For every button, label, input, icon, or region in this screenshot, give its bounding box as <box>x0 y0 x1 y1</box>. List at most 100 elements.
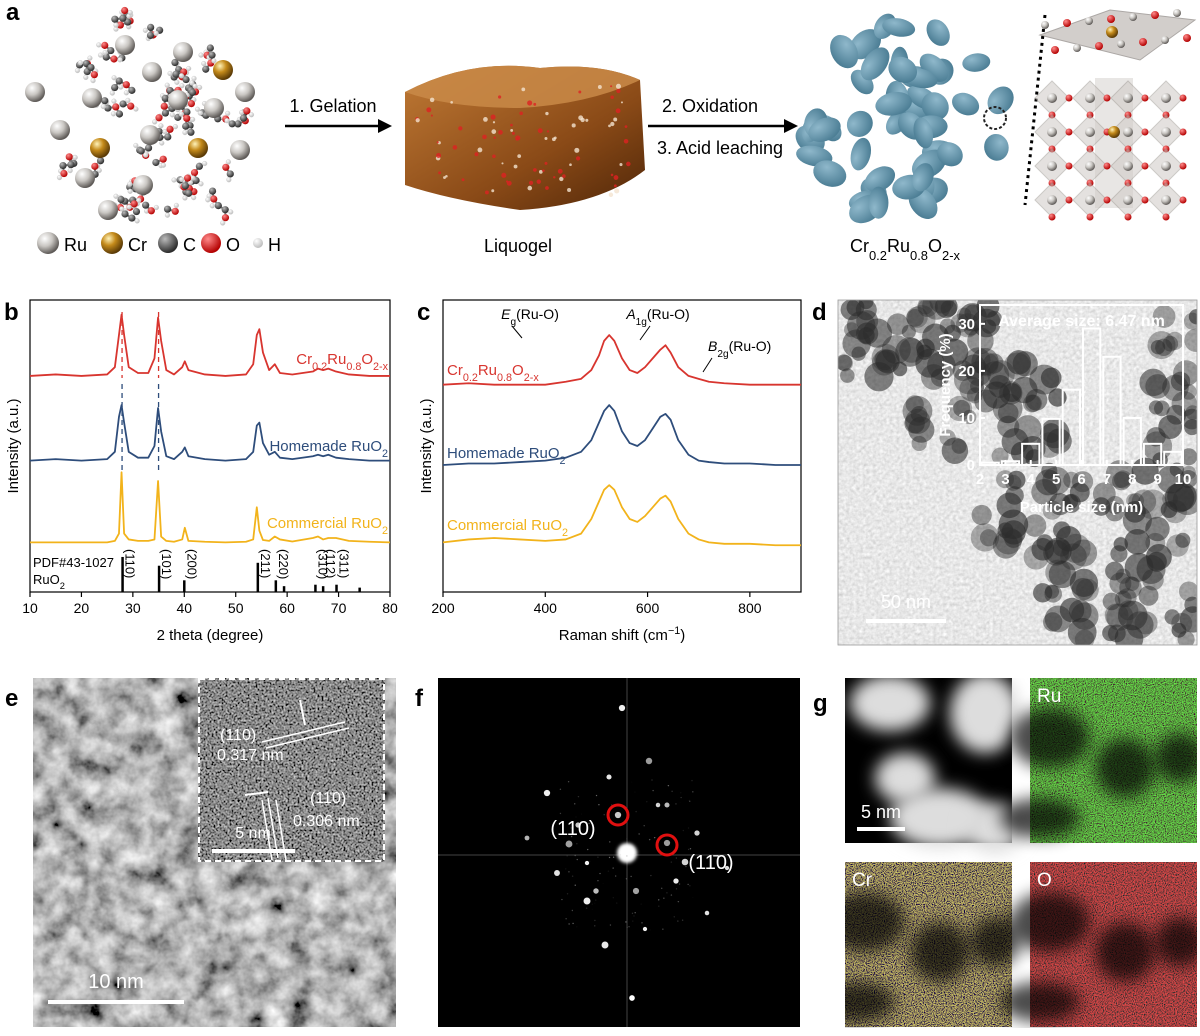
panel-label: g <box>813 690 828 717</box>
atom <box>123 81 130 88</box>
tem-particle <box>1139 586 1159 606</box>
atom <box>83 75 88 80</box>
atom <box>222 164 229 171</box>
atom <box>133 208 140 215</box>
fft-noise <box>613 857 614 858</box>
gel-speck <box>609 193 613 197</box>
fft-noise <box>613 897 614 898</box>
atom <box>110 55 117 62</box>
cr-sphere <box>213 60 233 80</box>
legend-swatch <box>253 238 263 248</box>
atom <box>127 205 132 210</box>
caption: Liquogel <box>484 236 552 256</box>
fft-spot <box>673 878 678 883</box>
crystal-atom <box>1117 40 1125 48</box>
gel-speck <box>616 84 621 89</box>
gel-speck <box>478 148 483 153</box>
fft-noise <box>577 859 578 860</box>
fft-noise <box>586 907 587 908</box>
atom <box>225 111 230 116</box>
tem-particle <box>1076 579 1099 602</box>
atom <box>119 207 124 212</box>
series-label-part: 0.8 <box>497 372 512 384</box>
atom <box>59 162 66 169</box>
atom <box>183 108 190 115</box>
scale-bar-label: 5 nm <box>861 802 901 822</box>
legend-swatch <box>201 233 221 253</box>
fft-noise <box>612 867 613 868</box>
gel-speck <box>512 132 515 135</box>
gel-speck <box>438 171 441 174</box>
gel-speck <box>545 162 548 165</box>
peak-annotation-part: (Ru-O) <box>729 338 772 354</box>
annotation-leader <box>512 326 522 338</box>
series-label-part: 0.8 <box>346 361 361 373</box>
fft-spot <box>643 927 647 931</box>
panel-label: d <box>812 299 827 326</box>
fft-spot <box>544 790 550 796</box>
atom <box>97 157 104 164</box>
atom <box>154 31 159 36</box>
fft-noise <box>640 903 641 904</box>
fft-noise <box>692 791 693 792</box>
fft-spot <box>554 870 560 876</box>
tem-particle <box>1103 593 1121 611</box>
fft-spot <box>525 836 530 841</box>
fft-noise <box>565 868 566 869</box>
fft-noise <box>687 884 688 885</box>
gel-speck <box>598 85 602 89</box>
fft-spot <box>619 705 625 711</box>
tem-particle <box>1145 533 1165 553</box>
fft-noise <box>679 883 680 884</box>
gel-speck <box>514 165 518 169</box>
eds-dark-region <box>1000 982 1080 1022</box>
scale-bar-label: 5 nm <box>235 825 271 842</box>
crystal-atom <box>1123 93 1133 103</box>
atom <box>68 168 73 173</box>
atom <box>199 181 204 186</box>
atom <box>208 52 215 59</box>
atom <box>111 84 118 91</box>
tem-particle <box>903 396 933 426</box>
tem-particle <box>876 349 900 373</box>
gel-speck <box>527 186 532 191</box>
crystal-atom <box>1047 161 1057 171</box>
atom <box>119 15 126 22</box>
crystal-atom <box>1123 161 1133 171</box>
fft-noise <box>685 860 686 861</box>
crystal-atom <box>1073 44 1081 52</box>
fft-noise <box>596 795 597 796</box>
atom <box>193 84 198 89</box>
atom <box>202 161 207 166</box>
fft-noise <box>575 855 576 856</box>
caption-part: 0.8 <box>910 248 928 263</box>
legend-label: O <box>226 235 240 255</box>
atom <box>170 112 175 117</box>
series-label-part: 2 <box>382 525 388 537</box>
x-axis-label-part: Raman shift (cm <box>559 627 668 644</box>
fft-spot <box>646 758 652 764</box>
caption: Cr0.2Ru0.8O2-x <box>850 236 961 263</box>
tem-particle <box>856 322 878 344</box>
atom <box>175 80 180 85</box>
y-axis-label: Intensity (a.u.) <box>5 398 22 493</box>
gel-speck <box>538 128 543 133</box>
series-label-part: 2 <box>382 448 388 460</box>
fft-noise <box>662 928 663 929</box>
series-label-part: 0.2 <box>463 372 478 384</box>
reference-name-part: RuO <box>33 572 60 587</box>
tem-particle <box>906 307 927 328</box>
x-tick-label: 7 <box>1103 471 1111 488</box>
atom <box>125 98 130 103</box>
fft-noise <box>689 885 690 886</box>
gel-speck <box>558 169 563 174</box>
gel-speck <box>519 111 523 115</box>
atom <box>172 178 177 183</box>
ru-sphere <box>75 168 95 188</box>
caption-part: Cr <box>850 236 869 256</box>
atom <box>91 71 98 78</box>
crystal-atom <box>1173 9 1181 17</box>
atom <box>147 24 154 31</box>
legend-swatch <box>37 232 59 254</box>
